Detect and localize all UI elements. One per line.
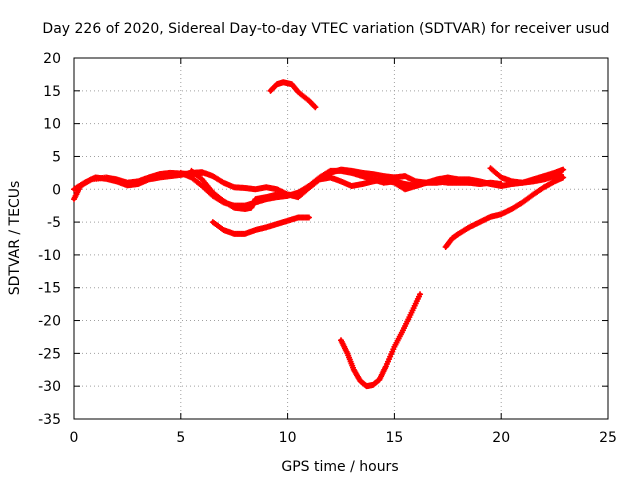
series-layer — [71, 79, 567, 390]
data-point — [311, 103, 318, 110]
series-arc-6 — [267, 79, 319, 111]
x-tick-label: 15 — [385, 430, 403, 446]
x-tick-label: 10 — [279, 430, 297, 446]
series-arc-4 — [188, 167, 473, 212]
x-axis-label: GPS time / hours — [281, 459, 398, 475]
y-axis-label: SDTVAR / TECUs — [7, 181, 23, 296]
y-tick-label: -20 — [38, 314, 61, 330]
grid — [74, 58, 608, 419]
y-tick-label: -30 — [38, 379, 61, 395]
y-tick-label: 10 — [43, 117, 61, 133]
series-arc-7 — [338, 291, 424, 390]
series-arc-9 — [487, 165, 567, 186]
y-tick-label: -25 — [38, 346, 61, 362]
y-tick-label: -15 — [38, 281, 61, 297]
y-tick-label: 0 — [52, 182, 61, 198]
data-point — [466, 179, 473, 186]
chart-title: Day 226 of 2020, Sidereal Day-to-day VTE… — [42, 21, 609, 37]
x-tick-label: 25 — [599, 430, 617, 446]
series-arc-5 — [209, 214, 312, 237]
data-point — [560, 166, 567, 173]
x-tick-label: 20 — [492, 430, 510, 446]
y-tick-label: 20 — [43, 51, 61, 67]
y-tick-label: 5 — [52, 149, 61, 165]
y-tick-label: -5 — [47, 215, 61, 231]
y-tick-label: -35 — [38, 412, 61, 428]
data-point — [305, 214, 312, 221]
x-tick-label: 5 — [176, 430, 185, 446]
y-tick-label: 15 — [43, 84, 61, 100]
x-axis: 0 5 10 15 20 25 — [70, 58, 617, 446]
y-tick-label: -10 — [38, 248, 61, 264]
data-point — [312, 104, 319, 111]
x-tick-label: 0 — [70, 430, 79, 446]
series-arc-8 — [442, 174, 567, 251]
y-axis: -35 -30 -25 -20 -15 -10 -5 0 5 10 15 20 — [38, 51, 608, 428]
plot-frame — [73, 57, 609, 420]
data-point — [560, 174, 567, 181]
data-point — [417, 291, 424, 298]
